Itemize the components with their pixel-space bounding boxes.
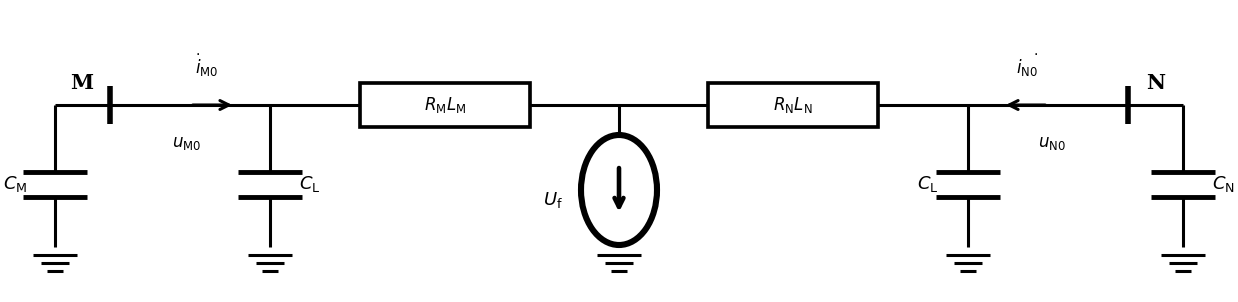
FancyBboxPatch shape xyxy=(708,83,878,127)
Text: $C_{\mathrm{L}}$: $C_{\mathrm{L}}$ xyxy=(300,175,321,194)
Text: N: N xyxy=(1146,73,1165,93)
Text: $u_{\mathrm{M0}}$: $u_{\mathrm{M0}}$ xyxy=(172,134,202,152)
Text: $R_{\mathrm{N}}L_{\mathrm{N}}$: $R_{\mathrm{N}}L_{\mathrm{N}}$ xyxy=(774,95,813,115)
Text: $C_{\mathrm{N}}$: $C_{\mathrm{N}}$ xyxy=(1212,175,1234,194)
Text: $i_{\mathrm{N0}}$: $i_{\mathrm{N0}}$ xyxy=(1016,56,1037,78)
Text: $R_{\mathrm{M}}L_{\mathrm{M}}$: $R_{\mathrm{M}}L_{\mathrm{M}}$ xyxy=(423,95,467,115)
Text: M: M xyxy=(71,73,94,93)
FancyBboxPatch shape xyxy=(360,83,530,127)
Text: $\cdot$: $\cdot$ xyxy=(1032,46,1037,60)
Text: $u_{\mathrm{N0}}$: $u_{\mathrm{N0}}$ xyxy=(1039,134,1066,152)
Text: $C_{\mathrm{M}}$: $C_{\mathrm{M}}$ xyxy=(2,175,27,194)
Text: $i_{\mathrm{M0}}$: $i_{\mathrm{M0}}$ xyxy=(196,56,218,78)
Text: $\cdot$: $\cdot$ xyxy=(196,46,199,60)
Text: $U_{\mathrm{f}}$: $U_{\mathrm{f}}$ xyxy=(543,190,563,210)
Text: $C_{\mathrm{L}}$: $C_{\mathrm{L}}$ xyxy=(917,175,938,194)
